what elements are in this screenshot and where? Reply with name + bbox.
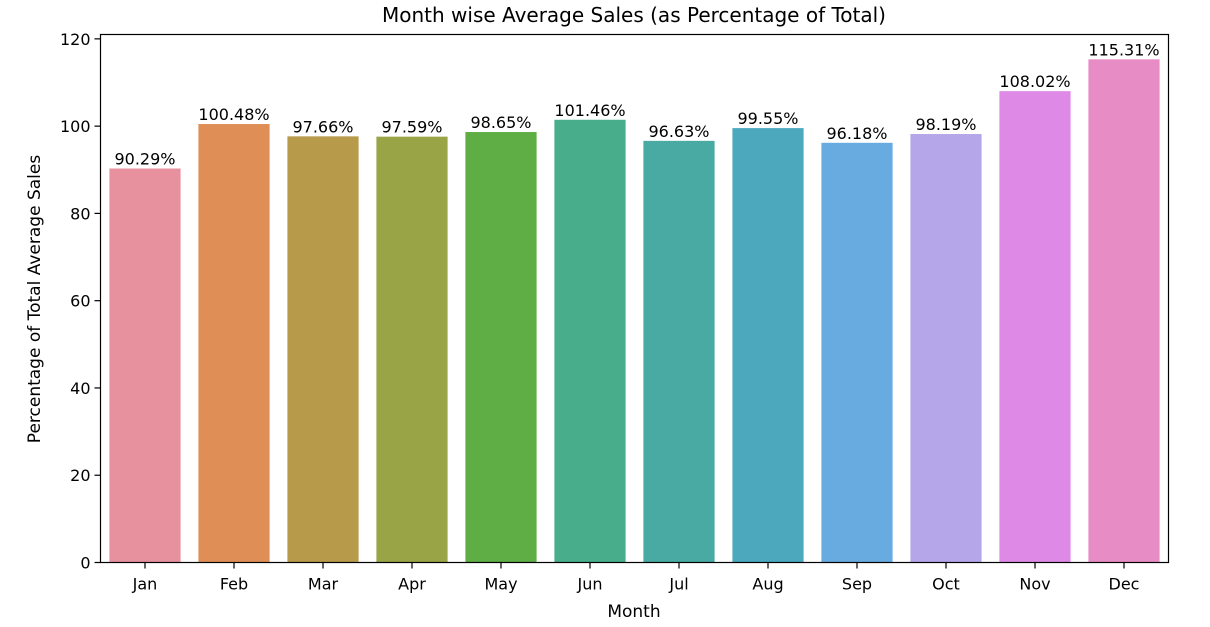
bar-jan [109, 168, 181, 563]
bar-value-label: 115.31% [1088, 40, 1159, 59]
bar-jun [554, 119, 626, 563]
y-tick-label: 60 [70, 292, 90, 311]
y-axis-label: Percentage of Total Average Sales [25, 155, 45, 444]
bar-feb [198, 124, 270, 563]
x-tick-label: Dec [1109, 575, 1140, 594]
bar-value-label: 96.18% [826, 124, 887, 143]
plot-frame [99, 33, 1170, 564]
bar-oct [910, 134, 982, 563]
x-tick-label: Jul [668, 575, 688, 594]
bar-value-label: 90.29% [114, 150, 175, 169]
bars-group: 90.29% 100.48% 97.66% 97.59% 98.65% 101.46% 96… [109, 40, 1160, 563]
x-tick-label: Apr [398, 575, 426, 594]
bar-value-label: 98.65% [470, 113, 531, 132]
y-axis: 0 20 40 60 80 100 120 [60, 30, 101, 573]
bar-value-label: 97.66% [292, 117, 353, 136]
bar-apr [376, 136, 448, 563]
y-tick-label: 120 [60, 30, 91, 49]
bar-nov [999, 91, 1071, 563]
bar-value-label: 108.02% [999, 72, 1070, 91]
x-tick-label: Nov [1019, 575, 1050, 594]
x-axis: Jan Feb Mar Apr May Jun Jul Aug Sep Oct Nov Dec [132, 562, 1140, 594]
x-tick-label: Jan [132, 575, 158, 594]
x-axis-label: Month [607, 602, 660, 622]
y-tick-label: 40 [70, 379, 90, 398]
bar-value-label: 100.48% [198, 105, 269, 124]
bar-aug [732, 128, 804, 563]
bar-jul [643, 140, 715, 563]
bar-value-label: 97.59% [381, 118, 442, 137]
x-tick-label: Feb [220, 575, 248, 594]
y-tick-label: 80 [70, 204, 90, 223]
x-tick-label: Aug [752, 575, 783, 594]
bar-sep [821, 142, 893, 563]
bar-dec [1088, 59, 1160, 563]
y-tick-label: 20 [70, 466, 90, 485]
bar-mar [287, 136, 359, 563]
x-tick-label: Mar [308, 575, 339, 594]
x-tick-label: Sep [842, 575, 872, 594]
y-tick-label: 0 [80, 554, 90, 573]
bar-value-label: 101.46% [554, 101, 625, 120]
bar-value-label: 96.63% [648, 122, 709, 141]
x-tick-label: Oct [932, 575, 960, 594]
chart-title: Month wise Average Sales (as Percentage … [382, 3, 886, 27]
x-tick-label: May [484, 575, 517, 594]
bar-value-label: 99.55% [737, 109, 798, 128]
x-tick-label: Jun [577, 575, 603, 594]
bar-value-label: 98.19% [915, 115, 976, 134]
y-tick-label: 100 [60, 117, 91, 136]
bar-may [465, 132, 537, 563]
